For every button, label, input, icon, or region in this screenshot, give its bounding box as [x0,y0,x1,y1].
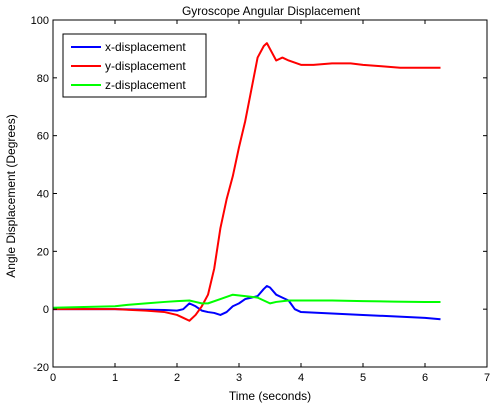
legend: x-displacement y-displacement z-displaceme… [62,33,207,98]
y-tick-label: 0 [43,304,49,316]
x-tick-label: 0 [50,372,56,384]
lines-layer [52,42,441,322]
y-tick-label: 60 [37,131,49,143]
legend-label-x-displacement: x-displacement [105,40,186,54]
series-line-x-displacement [53,285,441,321]
x-tick-label: 7 [484,372,490,384]
y-tick-label: -20 [33,362,49,374]
chart-title: Gyroscope Angular Displacement [182,4,361,18]
y-axis-label: Angle Displacement (Degrees) [4,114,18,277]
x-tick-label: 2 [174,372,180,384]
x-tick-label: 1 [112,372,118,384]
legend-label-z-displacement: z-displacement [105,78,186,92]
legend-label-y-displacement: y-displacement [105,59,186,73]
y-tick-label: 20 [37,246,49,258]
x-tick-label: 4 [298,372,304,384]
series-line-z-displacement [52,293,441,309]
x-tick-label: 6 [422,372,428,384]
y-tick-label: 80 [37,73,49,85]
y-tick-label: 100 [31,15,49,27]
y-tick-label: 40 [37,189,49,201]
x-tick-label: 3 [236,372,242,384]
x-axis-label: Time (seconds) [229,389,311,403]
series-line-y-displacement [53,42,441,322]
x-tick-label: 5 [360,372,366,384]
